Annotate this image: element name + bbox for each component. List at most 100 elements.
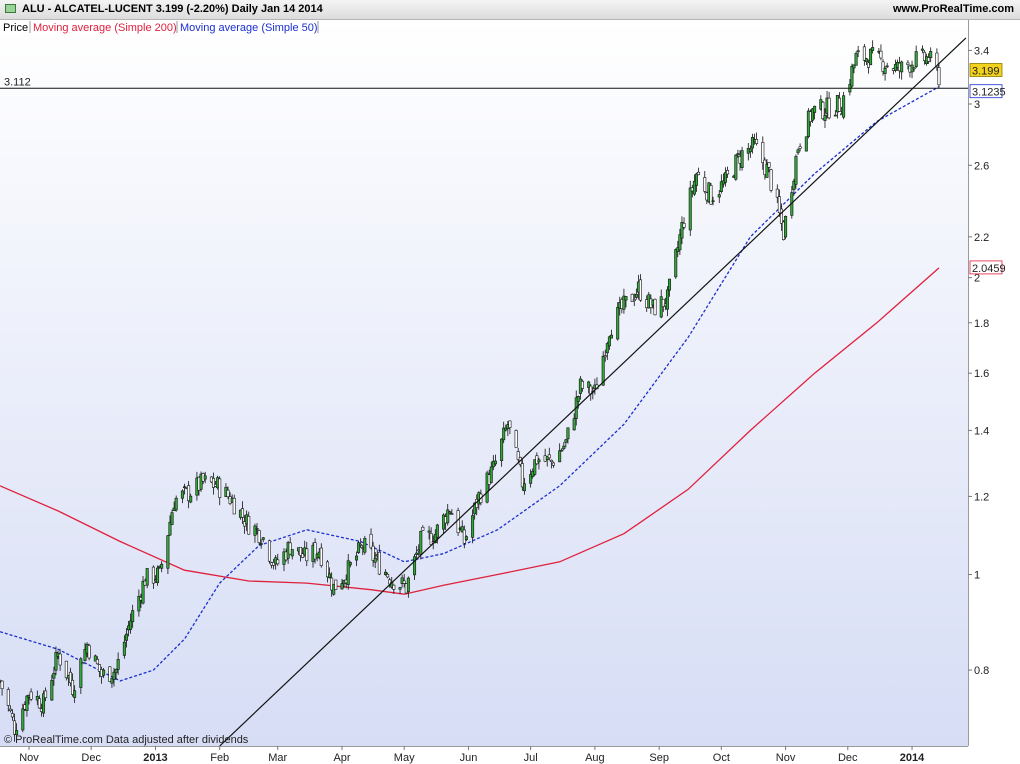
candle-body-208 [603, 355, 607, 358]
candle-body-40 [114, 669, 118, 674]
candle-body-242 [703, 177, 707, 192]
candle-body-320 [927, 57, 931, 62]
candle-body-18 [52, 672, 56, 679]
candle-body-230 [665, 289, 669, 310]
candle-body-101 [290, 549, 294, 557]
candle-body-258 [748, 148, 752, 153]
candle-body-235 [680, 221, 684, 239]
candle-body-92 [267, 540, 271, 562]
x-tick-label-0: Nov [19, 752, 39, 764]
value-tag-label-0: 3.199 [972, 65, 1000, 77]
value-tag-box-2 [969, 260, 1003, 275]
candle-body-286 [827, 97, 831, 119]
candle-body-132 [384, 571, 388, 575]
candle-body-127 [369, 533, 373, 549]
candle-body-155 [448, 511, 452, 514]
candle-body-167 [485, 472, 489, 503]
candle-body-86 [247, 516, 251, 535]
candle-body-7 [21, 708, 25, 731]
candle-body-304 [881, 61, 885, 72]
legend-ma50: Moving average (Simple 50) [180, 22, 318, 34]
candle-body-51 [145, 568, 149, 586]
trendline[interactable] [219, 37, 967, 746]
candle-body-239 [692, 180, 696, 195]
x-tick-label-8: Jul [524, 752, 538, 764]
candle-body-71 [203, 475, 207, 480]
candle-body-265 [767, 162, 771, 168]
value-tag-box-0 [969, 63, 1003, 77]
candle-body-196 [566, 427, 570, 440]
candle-body-38 [110, 678, 114, 684]
y-tick-label-0: 0.8 [974, 665, 989, 677]
candle-body-254 [736, 153, 740, 155]
candle-body-128 [371, 545, 375, 561]
candle-body-147 [427, 530, 431, 533]
candle-body-311 [900, 61, 904, 73]
candle-body-274 [794, 156, 798, 185]
candle-body-83 [241, 508, 245, 518]
legend: Price Moving average (Simple 200) Moving… [0, 20, 320, 34]
x-tick-label-12: Nov [776, 752, 796, 764]
candle-body-231 [668, 278, 672, 291]
candle-body-87 [253, 525, 257, 536]
candle-body-215 [622, 295, 626, 310]
candle-body-62 [180, 490, 184, 499]
value-tag-label-1: 3.1235 [972, 87, 1006, 99]
candle-body-315 [912, 67, 916, 70]
y-tick-label-6: 2 [974, 273, 980, 285]
candle-body-121 [348, 562, 352, 566]
value-tag-label-2: 2.0459 [972, 263, 1006, 275]
candle-body-6 [15, 730, 19, 736]
candle-body-236 [682, 222, 686, 228]
y-tick-label-8: 2.6 [974, 160, 989, 172]
candle-body-126 [363, 538, 367, 553]
price-chart[interactable]: Nov Dec 2013 Feb Mar Apr May Jun Jul Aug Sep Oct Nov… [0, 20, 1020, 764]
candle-body-36 [102, 669, 106, 676]
candle-body-211 [609, 334, 613, 339]
candle-body-81 [232, 497, 236, 515]
site-link[interactable]: www.ProRealTime.com [892, 3, 1014, 15]
candle-body-296 [856, 50, 860, 53]
candle-body-219 [634, 293, 638, 298]
candle-body-318 [922, 51, 926, 61]
candle-body-262 [761, 142, 765, 163]
candle-body-5 [13, 720, 17, 735]
candle-body-111 [319, 547, 323, 567]
candle-body-131 [377, 551, 381, 575]
x-tick-label-5: Apr [333, 752, 350, 764]
candle-body-33 [95, 659, 99, 665]
candle-body-143 [415, 552, 419, 555]
candle-body-120 [346, 560, 350, 585]
candle-body-217 [630, 293, 634, 302]
x-tick-label-14: 2014 [900, 752, 925, 764]
candle-body-108 [313, 542, 317, 560]
legend-ma200: Moving average (Simple 200) [33, 22, 177, 34]
candle-body-39 [112, 671, 116, 680]
chart-title: ALU - ALCATEL-LUCENT 3.199 (-2.20%) Dail… [22, 3, 323, 15]
candle-body-65 [187, 485, 191, 502]
candle-body-141 [406, 577, 410, 592]
candle-body-21 [58, 653, 62, 666]
candle-body-133 [386, 574, 390, 578]
candle-body-186 [537, 459, 541, 463]
candle-body-76 [218, 478, 222, 498]
chart-type-icon[interactable] [5, 4, 16, 13]
candle-body-210 [607, 336, 611, 347]
candle-body-241 [697, 171, 701, 176]
candle-body-31 [87, 645, 91, 659]
y-tick-label-1: 1 [974, 569, 980, 581]
candle-body-154 [446, 509, 450, 524]
candle-body-273 [792, 180, 796, 191]
series-line-0 [0, 267, 940, 595]
candle-body-139 [402, 580, 406, 584]
candle-body-190 [549, 459, 553, 462]
candle-body-169 [489, 466, 493, 483]
candle-body-163 [473, 502, 477, 515]
candle-body-32 [93, 655, 97, 662]
candle-body-177 [514, 430, 518, 448]
candle-body-46 [131, 610, 135, 623]
candle-body-248 [719, 181, 723, 192]
candle-body-27 [79, 658, 83, 688]
candle-body-182 [529, 474, 533, 484]
candle-body-150 [433, 533, 437, 544]
